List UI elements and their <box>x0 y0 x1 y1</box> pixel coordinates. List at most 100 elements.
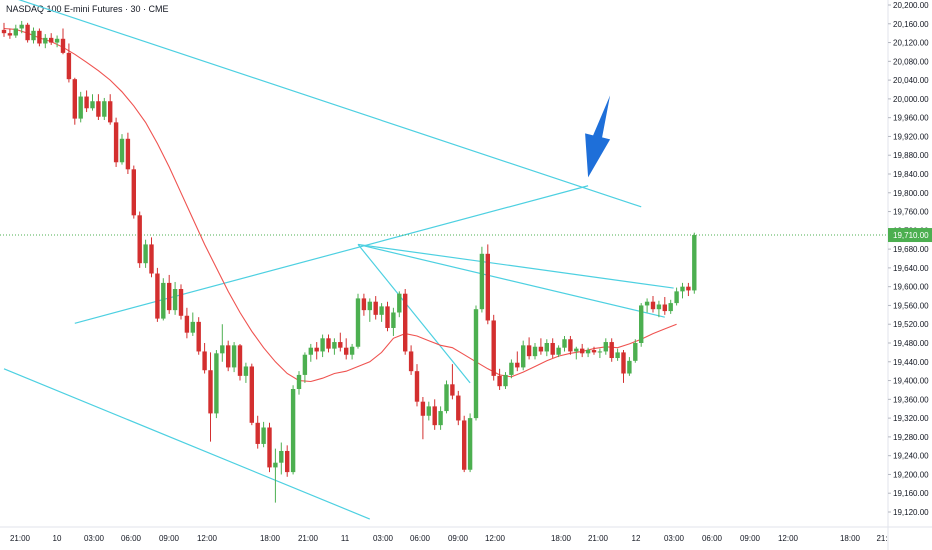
candle <box>149 237 154 278</box>
candle <box>473 305 479 421</box>
candle-body <box>279 450 284 463</box>
candle <box>167 274 172 314</box>
candle-body <box>349 346 355 355</box>
y-tick-label: 19,760.00 <box>893 208 929 217</box>
candle <box>491 314 496 381</box>
candle <box>314 342 319 360</box>
candle <box>184 307 190 339</box>
candle <box>161 278 166 321</box>
candle <box>19 20 24 34</box>
y-tick-label: 19,440.00 <box>893 358 929 367</box>
candle <box>597 348 603 359</box>
candle-body <box>249 366 254 423</box>
candle-body <box>54 38 60 43</box>
candle-body <box>208 370 213 414</box>
candle-body <box>19 24 24 29</box>
x-tick-label: 11 <box>341 534 350 543</box>
candle-body <box>66 52 72 80</box>
candle-body <box>13 28 18 36</box>
candle-body <box>314 347 319 352</box>
trendline-4 <box>357 243 665 318</box>
candle-body <box>591 350 597 353</box>
candle <box>556 345 561 358</box>
candle-body <box>526 345 532 357</box>
candle-body <box>609 342 614 359</box>
candle <box>279 442 284 475</box>
price-axis: 20,200.00 20,160.00 20,120.00 20,080.00 20,0… <box>887 0 932 550</box>
y-tick-label: 20,200.00 <box>893 1 929 10</box>
candle-body <box>521 345 526 368</box>
y-tick-label: 19,520.00 <box>893 320 929 329</box>
candle <box>550 338 555 359</box>
candle <box>25 22 30 43</box>
y-tick-label: 19,920.00 <box>893 132 929 141</box>
candle-body <box>426 406 431 416</box>
candle <box>686 282 691 297</box>
moving-average-line <box>3 27 677 383</box>
candle-body <box>408 351 414 372</box>
candle <box>668 299 673 314</box>
y-tick-label: 19,800.00 <box>893 189 929 198</box>
candle <box>31 27 36 44</box>
candle-body <box>90 101 95 109</box>
candle <box>591 346 597 355</box>
candle-body <box>403 293 408 352</box>
candle <box>308 343 313 362</box>
y-tick-label: 19,280.00 <box>893 433 929 442</box>
candle-body <box>102 101 107 117</box>
candle-body <box>597 351 603 353</box>
candle-body <box>214 353 219 414</box>
candle-body <box>267 427 272 468</box>
x-tick-label: 12:00 <box>778 534 799 543</box>
candle <box>202 343 207 374</box>
x-tick-label: 18:00 <box>260 534 281 543</box>
candle <box>249 363 254 426</box>
candle <box>214 350 219 419</box>
trendline-2 <box>74 185 589 324</box>
candle <box>674 287 679 306</box>
candle <box>615 348 620 361</box>
x-tick-label: 12:00 <box>197 534 218 543</box>
candle-body <box>515 362 520 368</box>
x-tick-label: 09:00 <box>448 534 469 543</box>
candle-body <box>308 347 313 355</box>
candle-body <box>414 371 420 402</box>
candle <box>515 351 520 372</box>
candle-body <box>220 345 225 354</box>
candle-body <box>379 306 384 315</box>
candle <box>656 300 662 318</box>
x-tick-label: 10 <box>53 534 62 543</box>
candle-body <box>1 29 7 34</box>
candle <box>609 338 614 362</box>
y-tick-label: 19,880.00 <box>893 151 929 160</box>
candle-body <box>503 374 508 387</box>
candle-body <box>585 350 591 354</box>
candle-body <box>615 352 620 359</box>
candle <box>391 307 396 336</box>
candle <box>420 396 426 440</box>
candle-body <box>497 375 502 387</box>
x-tick-label: 18:00 <box>840 534 861 543</box>
candle-body <box>25 24 30 41</box>
candle <box>462 415 467 473</box>
candle <box>432 399 437 430</box>
candle <box>444 380 449 414</box>
candle-body <box>485 253 490 321</box>
candle-body <box>302 354 308 375</box>
y-tick-label: 19,960.00 <box>893 114 929 123</box>
candle-body <box>96 101 101 117</box>
candle <box>344 338 349 360</box>
candle-body <box>550 343 555 355</box>
candle-body <box>639 305 644 343</box>
candle-body <box>674 291 679 304</box>
candle-body <box>467 418 473 470</box>
candle <box>338 332 343 352</box>
candle-body <box>438 411 443 426</box>
candle <box>255 415 260 449</box>
candle-body <box>332 342 337 349</box>
candle <box>639 303 644 347</box>
candle <box>503 372 508 390</box>
x-tick-label: 03:00 <box>373 534 394 543</box>
candle-body <box>456 395 461 421</box>
